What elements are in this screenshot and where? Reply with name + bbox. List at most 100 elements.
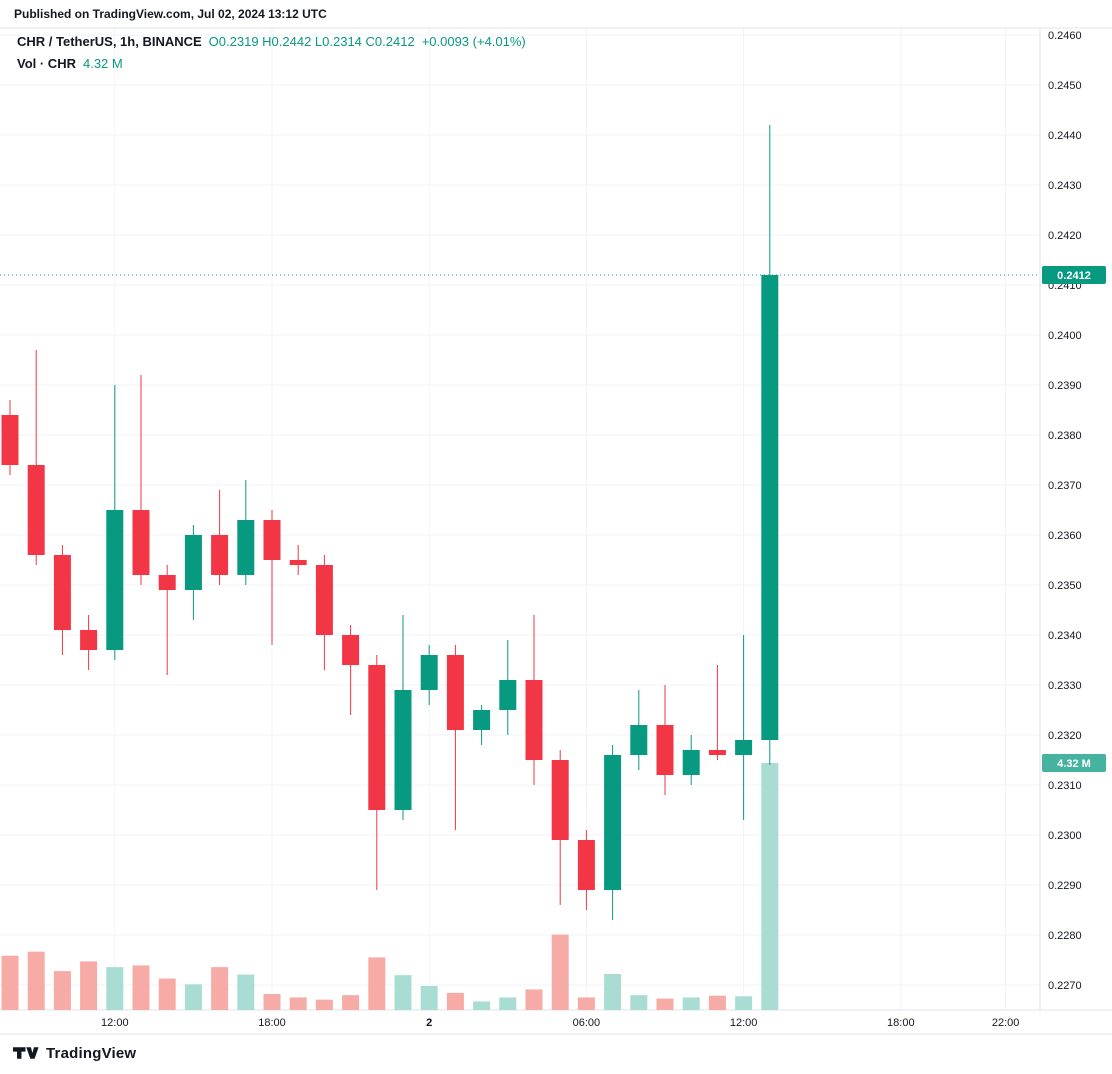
volume-bar [106, 967, 124, 1010]
volume-bar [577, 997, 595, 1010]
time-tick-label: 18:00 [887, 1017, 915, 1029]
candle-body [630, 725, 648, 755]
candle-body [446, 655, 464, 730]
candle-body [211, 535, 229, 575]
volume-bar [53, 971, 71, 1010]
volume-bar [132, 965, 150, 1010]
price-tick-label: 0.2320 [1048, 730, 1082, 742]
volume-pane [1, 763, 779, 1010]
volume-bar [289, 997, 307, 1010]
last-volume-badge: 4.32 M [1042, 754, 1106, 772]
volume-bar [525, 989, 543, 1010]
candle-body [289, 560, 307, 565]
price-tick-label: 0.2370 [1048, 480, 1082, 492]
volume-bar [708, 995, 726, 1010]
volume-bar [368, 957, 386, 1010]
volume-bar [263, 993, 281, 1010]
time-tick-label: 22:00 [992, 1017, 1020, 1029]
price-tick-label: 0.2360 [1048, 530, 1082, 542]
candle-body [577, 840, 595, 890]
price-tick-label: 0.2420 [1048, 230, 1082, 242]
ohlc-values: O0.2319 H0.2442 L0.2314 C0.2412 [208, 34, 415, 49]
candle-body [315, 565, 333, 635]
published-header: Published on TradingView.com, Jul 02, 20… [0, 0, 1112, 28]
volume-bar [761, 763, 779, 1010]
volume-bar [184, 984, 202, 1010]
candle-body [473, 710, 491, 730]
last-volume-badge-text: 4.32 M [1057, 758, 1091, 770]
last-price-badge-text: 0.2412 [1057, 270, 1091, 282]
legend-volume-row: Vol · CHR 4.32 M [17, 53, 526, 75]
candle-body [368, 665, 386, 810]
symbol-title[interactable]: CHR / TetherUS, 1h, BINANCE [17, 34, 202, 49]
price-tick-label: 0.2450 [1048, 80, 1082, 92]
volume-bar [656, 998, 674, 1010]
price-tick-label: 0.2330 [1048, 680, 1082, 692]
price-tick-label: 0.2310 [1048, 780, 1082, 792]
published-text: Published on TradingView.com, Jul 02, 20… [14, 7, 327, 21]
volume-bar [80, 961, 98, 1010]
candle-body [184, 535, 202, 590]
volume-bar [158, 978, 176, 1010]
tradingview-logo-icon[interactable] [12, 1045, 39, 1061]
footer-bar: TradingView [12, 1040, 136, 1066]
candle-body [525, 680, 543, 760]
volume-bar [682, 997, 700, 1010]
price-tick-label: 0.2340 [1048, 630, 1082, 642]
price-tick-label: 0.2380 [1048, 430, 1082, 442]
price-tick-label: 0.2460 [1048, 30, 1082, 42]
legend-symbol-row: CHR / TetherUS, 1h, BINANCE O0.2319 H0.24… [17, 31, 526, 53]
price-tick-label: 0.2430 [1048, 180, 1082, 192]
tradingview-wordmark[interactable]: TradingView [46, 1044, 137, 1062]
volume-bar [27, 951, 45, 1010]
price-tick-label: 0.2400 [1048, 330, 1082, 342]
price-tick-label: 0.2290 [1048, 880, 1082, 892]
candle-body [342, 635, 360, 665]
candle-body [551, 760, 569, 840]
candle-body [106, 510, 124, 650]
time-tick-label: 18:00 [258, 1017, 286, 1029]
candle-body [1, 415, 19, 465]
candle-body [420, 655, 438, 690]
volume-bar [551, 934, 569, 1010]
volume-bar [604, 973, 622, 1010]
candle-body [656, 725, 674, 775]
candle-body [132, 510, 150, 575]
volume-bar [735, 996, 753, 1010]
volume-bar [499, 997, 517, 1010]
time-tick-label: 2 [426, 1017, 432, 1029]
volume-bar [420, 985, 438, 1010]
volume-bar [342, 995, 360, 1010]
volume-bar [473, 1001, 491, 1010]
price-tick-label: 0.2390 [1048, 380, 1082, 392]
candle-body [158, 575, 176, 590]
volume-label: Vol · CHR [17, 56, 76, 71]
price-tick-label: 0.2300 [1048, 830, 1082, 842]
candle-body [263, 520, 281, 560]
candle-body [394, 690, 412, 810]
time-axis: 12:00 18:00 2 06:00 12:00 18:00 22:00 [101, 1017, 1019, 1029]
candle-body [80, 630, 98, 650]
volume-value: 4.32 M [82, 56, 123, 71]
volume-bar [446, 992, 464, 1010]
time-tick-label: 12:00 [730, 1017, 758, 1029]
separators [0, 27, 1112, 1035]
price-tick-label: 0.2350 [1048, 580, 1082, 592]
last-price-badge: 0.2412 [1042, 266, 1106, 284]
candles-pane [1, 125, 779, 920]
volume-bar [630, 995, 648, 1010]
change-value: +0.0093 (+4.01%) [421, 34, 526, 49]
time-tick-label: 06:00 [573, 1017, 601, 1029]
price-tick-label: 0.2280 [1048, 930, 1082, 942]
volume-bar [315, 999, 333, 1010]
candle-body [735, 740, 753, 755]
gridlines [0, 28, 1040, 1010]
price-axis: 0.24600.24500.24400.24300.24200.24100.24… [1048, 30, 1082, 992]
candle-body [708, 750, 726, 755]
price-tick-label: 0.2270 [1048, 980, 1082, 992]
price-tick-label: 0.2440 [1048, 130, 1082, 142]
candle-body [27, 465, 45, 555]
candle-body [499, 680, 517, 710]
